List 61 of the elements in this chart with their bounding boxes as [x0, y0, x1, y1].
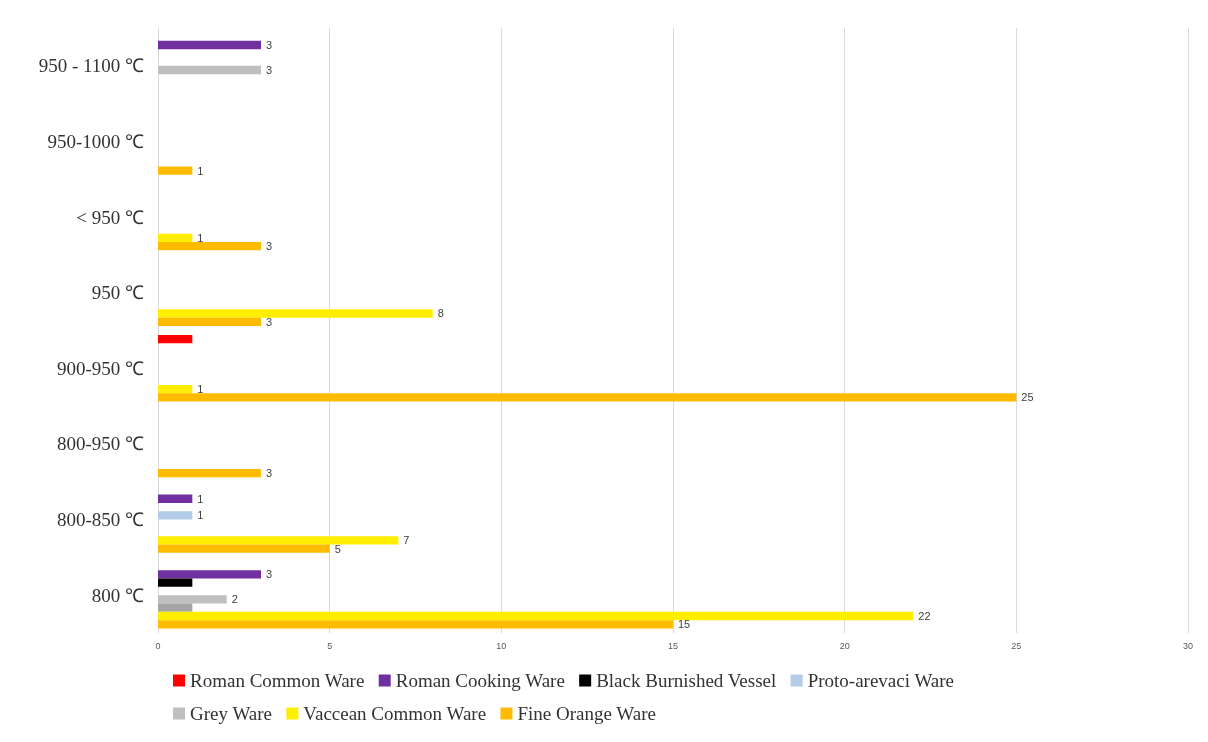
- data-label: 1: [197, 164, 204, 177]
- legend-label: Proto-arevaci Ware: [807, 670, 954, 691]
- y-tick-label: 950 ℃: [91, 282, 144, 304]
- bar: [158, 309, 433, 318]
- data-label: 5: [334, 542, 341, 555]
- bar: [158, 570, 261, 579]
- x-tick-label: 15: [667, 640, 679, 651]
- bar: [158, 335, 193, 344]
- bar: [158, 603, 193, 612]
- y-tick-label: < 950 ℃: [76, 206, 144, 228]
- bar: [158, 40, 261, 50]
- y-tick-label: 800 ℃: [91, 584, 144, 606]
- bar: [158, 166, 193, 175]
- bar: [158, 233, 193, 243]
- legend-label: Roman Common Ware: [190, 670, 365, 691]
- data-label: 1: [197, 492, 204, 505]
- data-label: 22: [918, 609, 931, 622]
- data-label: 3: [266, 240, 273, 253]
- bar: [158, 536, 399, 545]
- bar: [158, 393, 1017, 402]
- x-tick-label: 25: [1011, 640, 1022, 651]
- bar: [158, 611, 914, 621]
- legend-label: Roman Cooking Ware: [395, 670, 565, 691]
- data-label: 3: [266, 568, 273, 581]
- legend-label: Grey Ware: [190, 703, 272, 724]
- bar: [158, 494, 193, 503]
- bar: [158, 468, 261, 478]
- data-label: 3: [266, 63, 273, 76]
- data-label: 2: [231, 593, 238, 606]
- bar: [158, 595, 227, 604]
- x-tick-label: 5: [327, 640, 333, 651]
- x-tick-label: 20: [839, 640, 850, 651]
- x-tick-label: 10: [496, 640, 507, 651]
- data-label: 3: [266, 467, 273, 480]
- y-tick-label: 900-950 ℃: [56, 357, 144, 379]
- data-label: 8: [437, 307, 444, 320]
- bar: [158, 620, 673, 629]
- y-tick-label: 950 - 1100 ℃: [38, 55, 144, 77]
- data-label: 7: [403, 534, 410, 547]
- bar: [158, 544, 330, 553]
- bar: [158, 578, 193, 587]
- legend-label: Black Burnished Vessel: [596, 670, 777, 691]
- y-tick-label: 950-1000 ℃: [47, 130, 144, 152]
- bar: [158, 317, 261, 326]
- legend-label: Fine Orange Ware: [517, 703, 656, 724]
- x-tick-label: 30: [1182, 640, 1194, 651]
- bar: [158, 511, 193, 520]
- data-label: 1: [197, 509, 204, 522]
- data-label: 25: [1021, 391, 1034, 404]
- y-tick-label: 800-850 ℃: [56, 509, 144, 531]
- data-label: 3: [266, 315, 273, 328]
- data-label: 1: [197, 383, 204, 396]
- y-tick-label: 800-950 ℃: [56, 433, 144, 455]
- data-label: 3: [266, 39, 273, 52]
- data-label: 1: [197, 231, 204, 244]
- bar: [158, 242, 261, 251]
- x-tick-label: 0: [155, 640, 161, 651]
- bar: [158, 65, 261, 75]
- legend-label: Vaccean Common Ware: [303, 703, 487, 724]
- data-label: 15: [678, 618, 691, 631]
- bar: [158, 384, 193, 394]
